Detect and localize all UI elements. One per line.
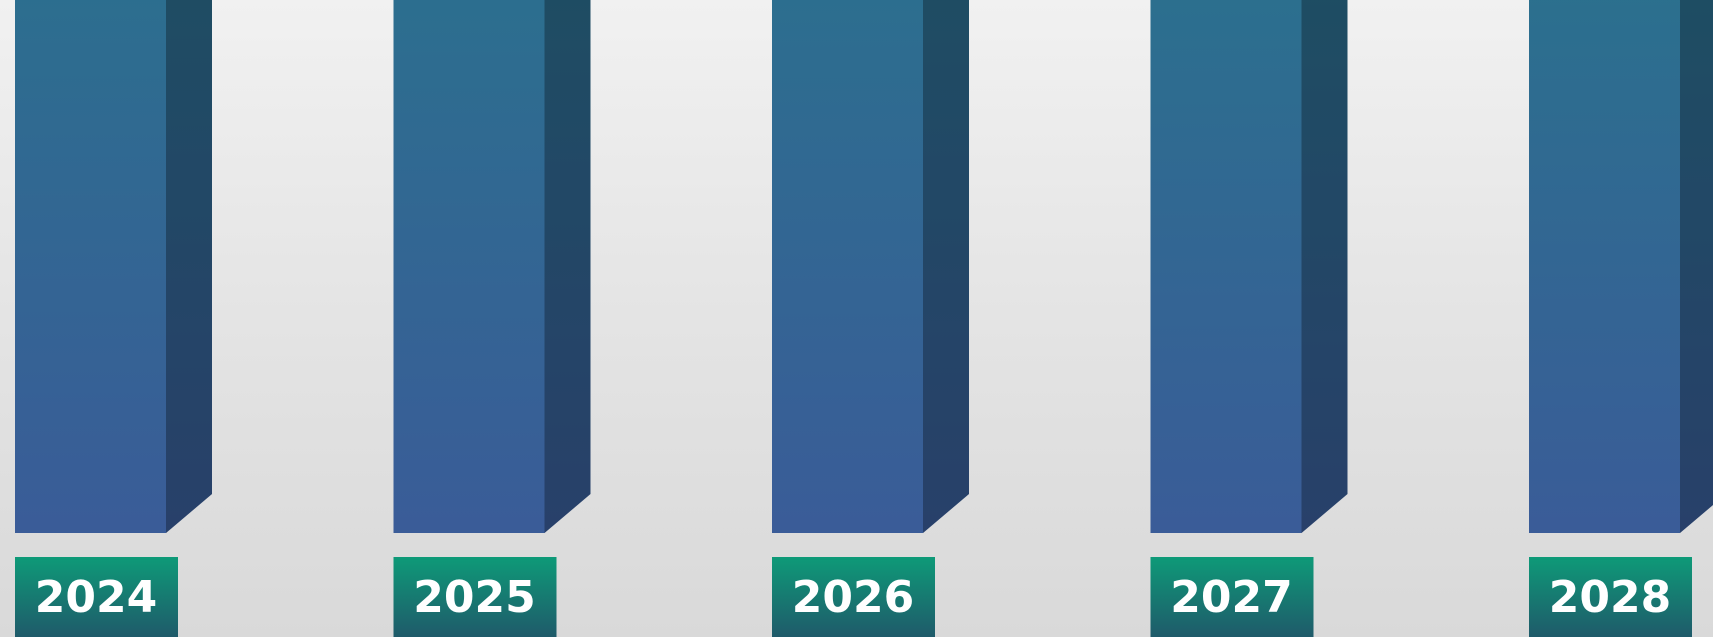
bar-side-shade <box>1680 0 1713 533</box>
year-box <box>772 557 935 637</box>
bar-side-shade <box>544 0 591 533</box>
bar-front <box>393 0 545 533</box>
bar-front <box>1150 0 1302 533</box>
bar-segment <box>1529 0 1713 533</box>
bar-side <box>544 0 591 533</box>
year-box <box>1529 557 1692 637</box>
year-box <box>393 557 557 637</box>
year-box <box>1150 557 1314 637</box>
bar-side-shade <box>166 0 212 533</box>
year-box <box>15 557 178 637</box>
x-tick-label: 2024 <box>35 572 157 623</box>
x-tick-label: 2025 <box>413 572 535 623</box>
bar-side-shade <box>923 0 969 533</box>
bar-segment <box>1150 0 1348 533</box>
bar-side-shade <box>1301 0 1348 533</box>
bar-side <box>923 0 969 533</box>
bar-segment <box>393 0 591 533</box>
x-tick-label: 2026 <box>792 572 914 623</box>
bar-front <box>1529 0 1680 533</box>
x-tick-label: 2027 <box>1170 572 1292 623</box>
bar-side <box>1680 0 1713 533</box>
bar-side <box>166 0 212 533</box>
bar-front <box>15 0 166 533</box>
bar-segment <box>15 0 212 533</box>
bar-side <box>1301 0 1348 533</box>
bar-segment <box>772 0 969 533</box>
bar-front <box>772 0 923 533</box>
x-tick-label: 2028 <box>1549 572 1671 623</box>
